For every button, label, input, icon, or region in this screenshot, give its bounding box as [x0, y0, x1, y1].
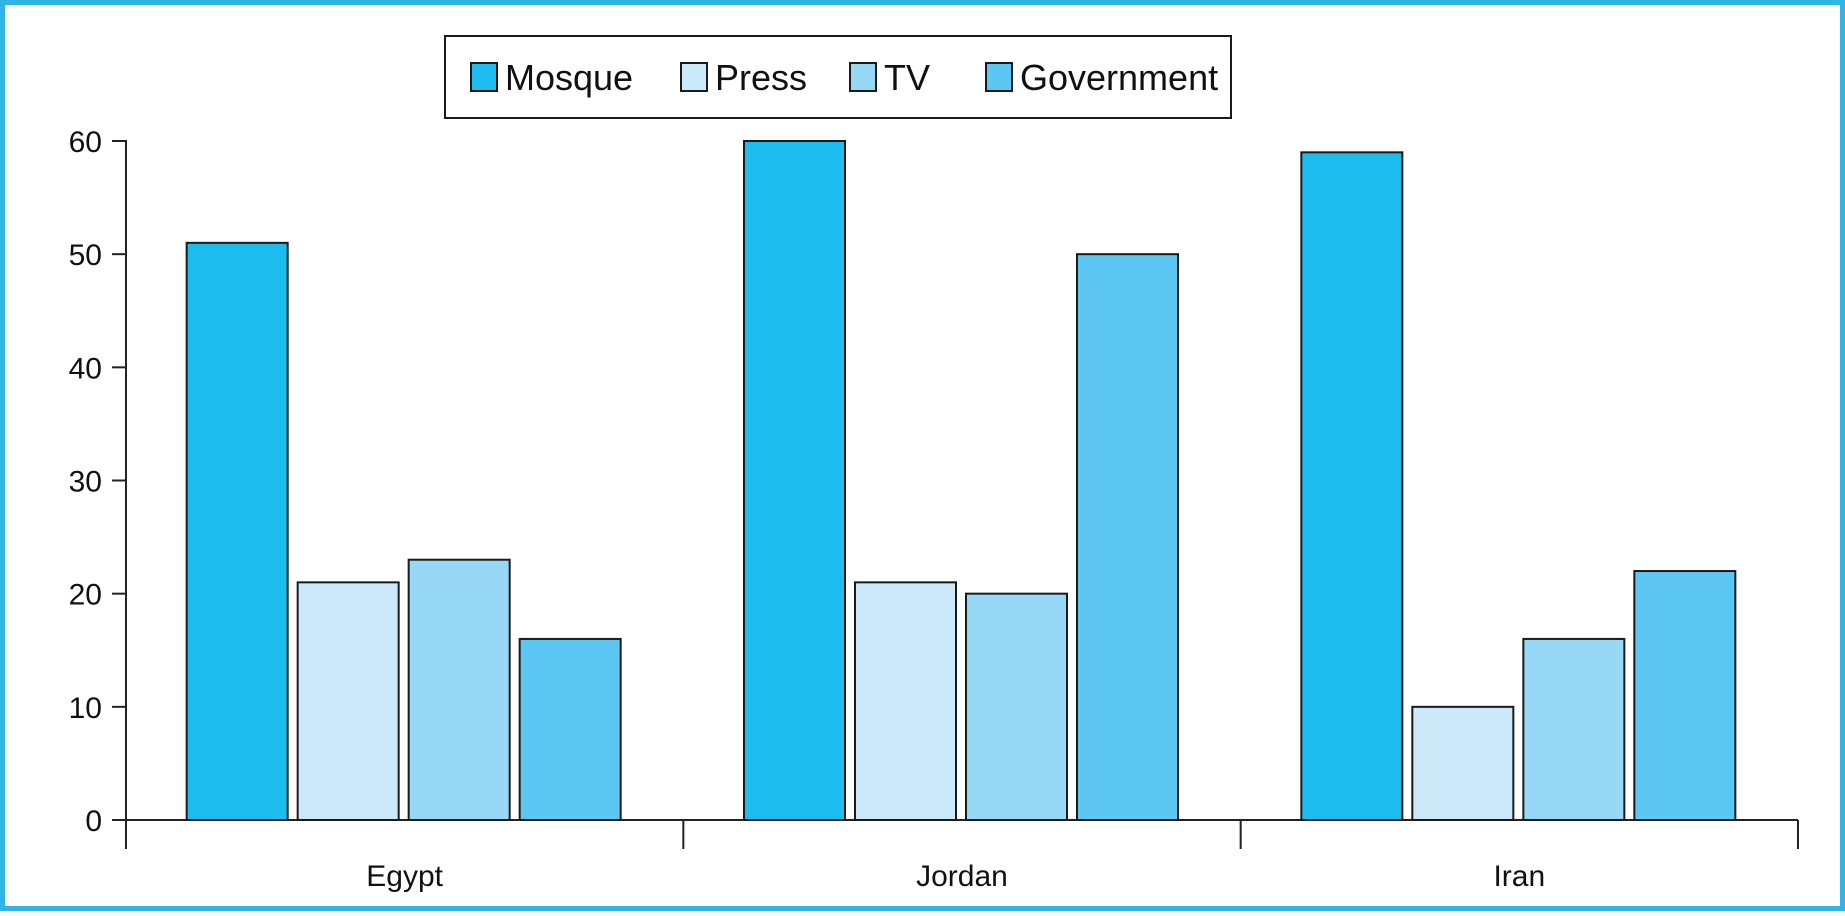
legend-swatch-press: [680, 62, 708, 92]
bar-tv-jordan: [965, 592, 1068, 822]
bar-tv-egypt: [407, 558, 511, 821]
legend-swatch-mosque: [470, 62, 498, 92]
legend-box: [444, 35, 1232, 119]
x-category-label: Iran: [1493, 860, 1545, 893]
bar-chart: Mosque Press TV Government 0 10 20 30 40 50 60 Egy…: [69, 35, 1799, 893]
bars: [185, 140, 1737, 822]
bar-mosque-iran: [1300, 151, 1404, 822]
y-tick-label: 0: [85, 805, 102, 838]
legend: Mosque Press TV Government: [444, 35, 1232, 119]
y-tick-label: 40: [69, 352, 102, 385]
bar-press-iran: [1411, 705, 1515, 821]
bar-mosque-jordan: [743, 140, 846, 821]
x-category-label: Egypt: [366, 860, 443, 893]
legend-label-government: Government: [1020, 57, 1218, 98]
y-tick-label: 30: [69, 466, 102, 499]
legend-label-press: Press: [715, 57, 807, 98]
bar-government-jordan: [1076, 253, 1179, 821]
x-category-label: Jordan: [916, 860, 1008, 893]
legend-label-mosque: Mosque: [505, 57, 633, 98]
bar-press-egypt: [296, 581, 400, 821]
bar-mosque-egypt: [185, 241, 289, 822]
legend-label-tv: TV: [884, 57, 930, 98]
y-tick-label: 10: [69, 692, 102, 725]
y-tick-label: 20: [69, 579, 102, 612]
y-tick-label: 60: [69, 126, 102, 159]
y-tick-label: 50: [69, 239, 102, 272]
legend-swatch-tv: [849, 62, 877, 92]
bar-government-iran: [1633, 570, 1737, 821]
bar-tv-iran: [1522, 637, 1626, 822]
axes: 0 10 20 30 40 50 60 Egypt Jordan Iran: [69, 126, 1799, 893]
legend-swatch-government: [985, 62, 1013, 92]
bar-press-jordan: [854, 581, 957, 821]
bar-government-egypt: [518, 637, 622, 822]
